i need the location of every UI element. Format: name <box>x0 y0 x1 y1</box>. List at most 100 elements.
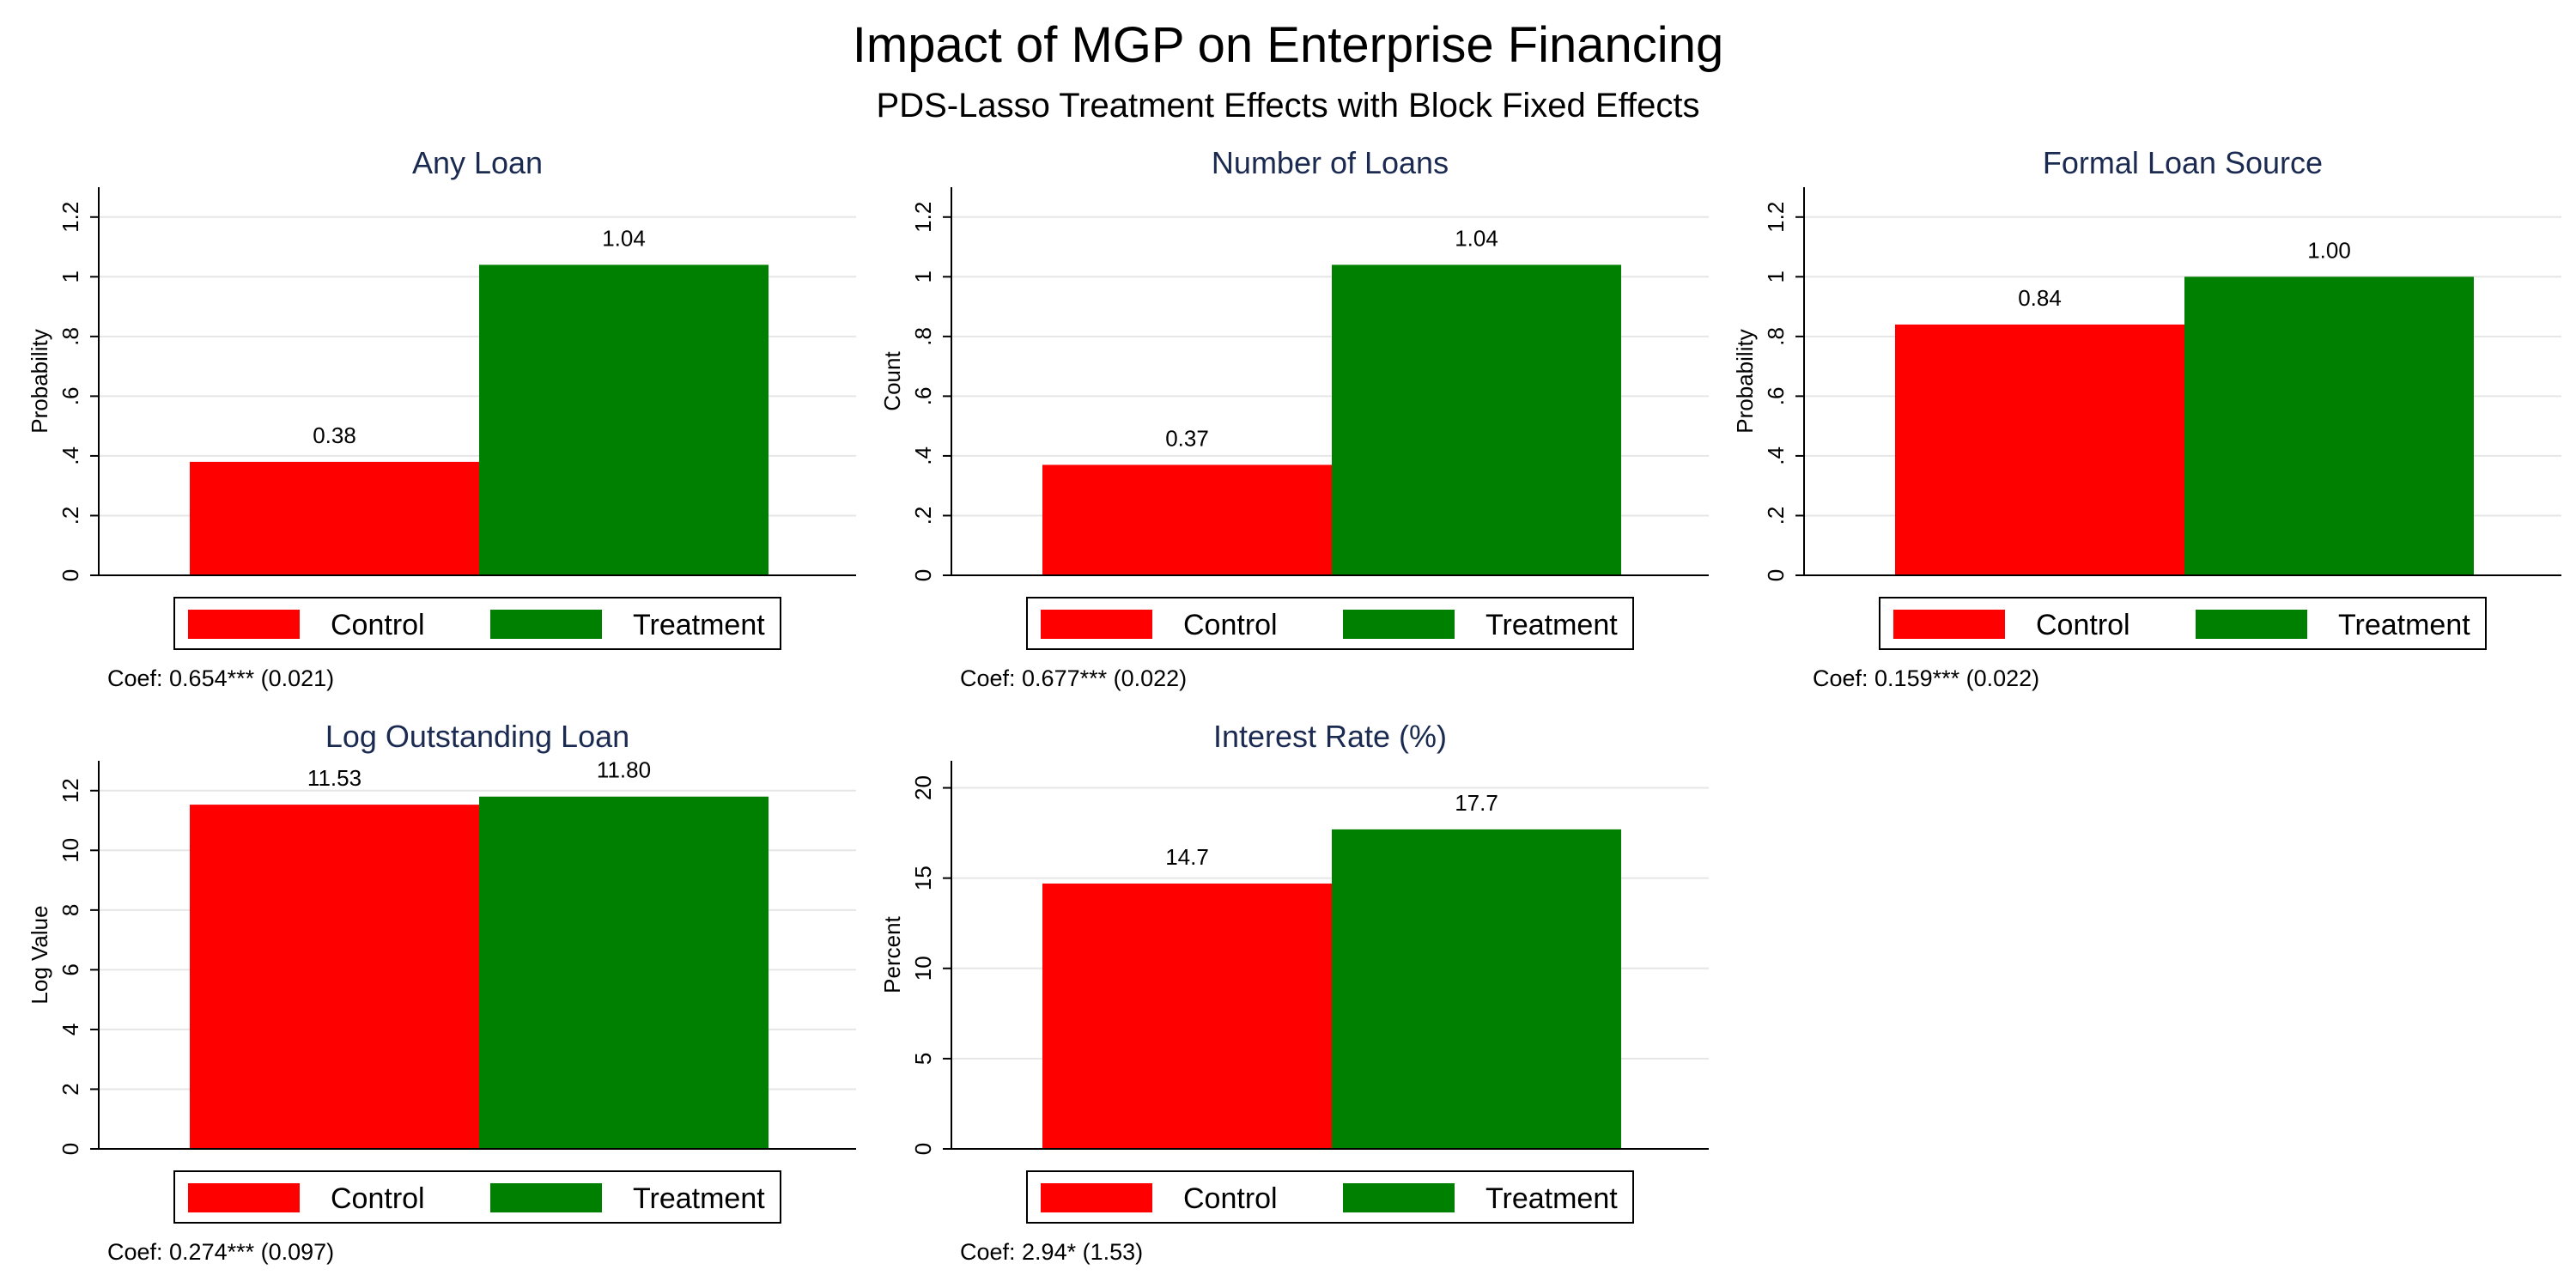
legend-swatch-control <box>1893 610 2005 639</box>
panel-title: Any Loan <box>412 145 543 180</box>
y-tick-label: 2 <box>58 1083 83 1095</box>
panel-title: Log Outstanding Loan <box>325 719 629 754</box>
coefficient-note: Coef: 0.654*** (0.021) <box>107 665 334 691</box>
bar-control <box>1895 324 2184 575</box>
y-tick-label: 1.2 <box>1763 202 1789 233</box>
y-tick-label: .8 <box>1763 327 1789 346</box>
y-axis-label: Percent <box>879 915 905 993</box>
y-axis-label: Probability <box>27 329 52 433</box>
bar-control <box>190 461 479 575</box>
legend-label-control: Control <box>1183 1182 1278 1215</box>
y-tick-label: 0 <box>910 569 936 581</box>
y-tick-label: .2 <box>58 507 83 526</box>
legend: Control Treatment <box>1026 597 1634 650</box>
y-tick-label: .4 <box>58 447 83 465</box>
chart-panel-2: Number of Loans 0.37 1.04 0 .2 .4 .6 .8 1 1.2 Coun… <box>879 145 1709 691</box>
legend-swatch-treatment <box>490 1183 602 1212</box>
legend-label-treatment: Treatment <box>1485 1182 1618 1215</box>
legend-label-control: Control <box>331 609 425 641</box>
data-label: 0.38 <box>313 422 356 448</box>
y-tick-label: 0 <box>910 1143 936 1155</box>
y-tick-label: 6 <box>58 963 83 975</box>
chart-panel-5: Interest Rate (%) 14.7 17.7 0 5 10 15 20 Percent… <box>879 719 1709 1265</box>
y-tick-label: 4 <box>58 1024 83 1036</box>
y-tick-label: 8 <box>58 904 83 916</box>
y-tick-label: .4 <box>1763 447 1789 465</box>
y-tick-label: 10 <box>910 956 936 981</box>
bar-control <box>1042 883 1332 1149</box>
legend-label-treatment: Treatment <box>633 609 765 641</box>
data-label: 0.84 <box>2018 285 2062 311</box>
legend-swatch-treatment <box>1343 610 1455 639</box>
legend-label-control: Control <box>331 1182 425 1215</box>
chart-panels: Any Loan0.381.040.2.4.6.811.2Probability… <box>27 145 2561 1265</box>
bar-treatment <box>479 796 769 1149</box>
bar-control <box>190 805 479 1149</box>
legend-swatch-treatment <box>490 610 602 639</box>
data-label: 14.7 <box>1165 844 1209 870</box>
legend: Control Treatment <box>173 1170 781 1224</box>
chart-panel-1: Any Loan 0.38 1.04 0 .2 .4 .6 .8 1 1.2 Probability… <box>27 145 856 691</box>
panel-title: Number of Loans <box>1212 145 1449 180</box>
bar-treatment <box>1332 264 1621 575</box>
y-tick-label: 15 <box>910 866 936 890</box>
legend-swatch-control <box>188 610 300 639</box>
legend: Control Treatment <box>1879 597 2487 650</box>
coefficient-note: Coef: 0.677*** (0.022) <box>960 665 1187 691</box>
chart-panel-4: Log Outstanding Loan 11.53 11.80 0 2 4 6 8 10 12 L… <box>27 719 856 1265</box>
y-tick-label: 5 <box>910 1053 936 1065</box>
legend-swatch-treatment <box>2196 610 2307 639</box>
y-tick-label: 1 <box>910 270 936 283</box>
y-tick-label: 1.2 <box>910 202 936 233</box>
legend-swatch-treatment <box>1343 1183 1455 1212</box>
data-label: 17.7 <box>1455 790 1498 816</box>
legend-swatch-control <box>1041 1183 1152 1212</box>
legend-swatch-control <box>188 1183 300 1212</box>
y-tick-label: 0 <box>58 569 83 581</box>
data-label: 0.37 <box>1165 425 1209 451</box>
data-label: 11.80 <box>597 757 651 783</box>
bar-treatment <box>479 264 769 575</box>
y-tick-label: .6 <box>1763 387 1789 406</box>
y-tick-label: 12 <box>58 778 83 803</box>
legend: Control Treatment <box>173 597 781 650</box>
y-tick-label: .8 <box>910 327 936 346</box>
legend-label-treatment: Treatment <box>1485 609 1618 641</box>
coefficient-note: Coef: 0.159*** (0.022) <box>1813 665 2039 691</box>
y-tick-label: .6 <box>58 387 83 406</box>
bar-treatment <box>2184 276 2474 575</box>
y-tick-label: .6 <box>910 387 936 406</box>
y-tick-label: .2 <box>910 507 936 526</box>
chart-panel-3: Formal Loan Source 0.84 1.00 0 .2 .4 .6 .8 1 1.2 P… <box>1732 145 2561 691</box>
legend-label-control: Control <box>2036 609 2130 641</box>
figure-subtitle: PDS-Lasso Treatment Effects with Block F… <box>877 87 1700 125</box>
y-tick-label: .2 <box>1763 507 1789 526</box>
bar-treatment <box>1332 829 1621 1149</box>
y-tick-label: .8 <box>58 327 83 346</box>
y-tick-label: 1 <box>58 270 83 283</box>
y-tick-label: 0 <box>58 1143 83 1155</box>
data-label: 1.00 <box>2307 237 2351 263</box>
data-label: 1.04 <box>1455 225 1498 251</box>
legend-label-treatment: Treatment <box>2338 609 2470 641</box>
y-tick-label: 1.2 <box>58 202 83 233</box>
y-tick-label: 20 <box>910 775 936 800</box>
y-tick-label: 0 <box>1763 569 1789 581</box>
panel-title: Formal Loan Source <box>2043 145 2323 180</box>
y-tick-label: 10 <box>58 838 83 863</box>
panel-title: Interest Rate (%) <box>1213 719 1447 754</box>
legend-label-control: Control <box>1183 609 1278 641</box>
y-tick-label: .4 <box>910 447 936 465</box>
y-axis-label: Probability <box>1732 329 1758 433</box>
y-axis-label: Count <box>879 351 905 411</box>
legend-swatch-control <box>1041 610 1152 639</box>
data-label: 1.04 <box>602 225 646 251</box>
figure-title: Impact of MGP on Enterprise Financing <box>853 17 1723 73</box>
data-label: 11.53 <box>307 765 361 791</box>
legend-label-treatment: Treatment <box>633 1182 765 1215</box>
coefficient-note: Coef: 2.94* (1.53) <box>960 1239 1143 1265</box>
coefficient-note: Coef: 0.274*** (0.097) <box>107 1239 334 1265</box>
y-axis-label: Log Value <box>27 905 52 1004</box>
y-tick-label: 1 <box>1763 270 1789 283</box>
